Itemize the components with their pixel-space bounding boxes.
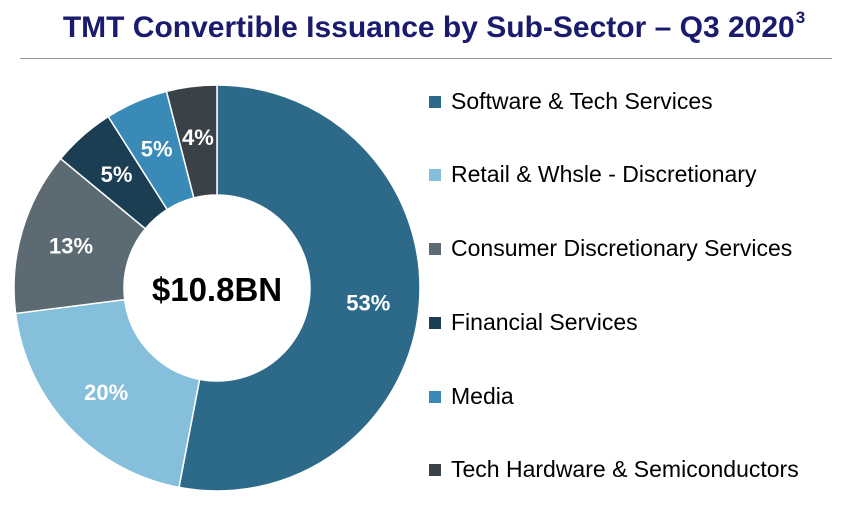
- chart-title: TMT Convertible Issuance by Sub-Sector –…: [0, 8, 868, 45]
- title-divider: [20, 58, 832, 59]
- title-footnote-marker: 3: [795, 8, 806, 27]
- legend-label: Financial Services: [451, 309, 638, 335]
- slice-percent-label-1: 53%: [346, 290, 390, 315]
- legend-swatch: [429, 242, 441, 255]
- legend-swatch: [429, 168, 441, 181]
- slice-percent-label-2: 20%: [84, 380, 128, 405]
- legend-label: Software & Tech Services: [451, 88, 713, 114]
- slice-percent-label-4: 5%: [101, 162, 133, 187]
- legend-label: Tech Hardware & Semiconductors: [451, 456, 799, 482]
- slice-percent-label-6: 4%: [182, 125, 214, 150]
- legend-item-3: Consumer Discretionary Services: [429, 235, 792, 262]
- legend-swatch: [429, 95, 441, 108]
- donut-center-total: $10.8BN: [152, 271, 282, 308]
- legend-item-4: Financial Services: [429, 309, 638, 336]
- donut-slice-labels: 53% 20% 13% 5% 5% 4%: [49, 125, 390, 405]
- donut-slices: [13, 84, 421, 492]
- legend-swatch: [429, 463, 441, 476]
- donut-slice-2: [14, 298, 201, 489]
- legend-item-1: Software & Tech Services: [429, 88, 713, 115]
- legend-swatch: [429, 390, 441, 403]
- donut-slice-1: [178, 84, 421, 492]
- legend-item-6: Tech Hardware & Semiconductors: [429, 456, 799, 483]
- slice-percent-label-3: 13%: [49, 234, 93, 259]
- donut-slice-6: [165, 84, 218, 199]
- slice-percent-label-5: 5%: [141, 137, 173, 162]
- chart-title-text: TMT Convertible Issuance by Sub-Sector –…: [62, 11, 795, 44]
- legend-label: Consumer Discretionary Services: [451, 235, 793, 261]
- legend-label: Media: [451, 383, 514, 409]
- legend-item-2: Retail & Whsle - Discretionary: [429, 161, 756, 188]
- legend-swatch: [429, 316, 441, 329]
- legend-label: Retail & Whsle - Discretionary: [451, 161, 757, 187]
- legend-item-5: Media: [429, 383, 514, 410]
